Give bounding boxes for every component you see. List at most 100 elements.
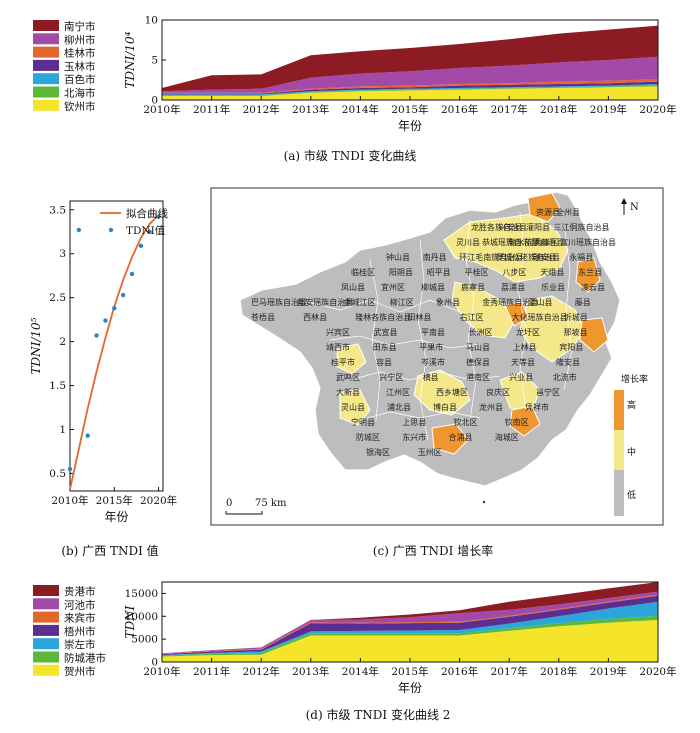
map-label-3: 兴安县 (499, 222, 523, 232)
map-label-89: 玉州区 (418, 448, 442, 457)
map-label-36: 金秀瑶族自治县 (482, 297, 538, 307)
map-label-18: 阳朔县 (389, 267, 413, 277)
b-fit-curve (69, 214, 160, 490)
b-point-6 (120, 292, 126, 298)
d-legend-label-1: 河池市 (64, 598, 96, 611)
map-label-74: 邕宁区 (536, 387, 560, 397)
d-ytick-label-3: 15000 (125, 588, 158, 600)
map-label-22: 天峨县 (540, 267, 564, 277)
map-label-30: 凌云县 (581, 282, 605, 292)
north-label: N (630, 202, 639, 213)
panel-d-caption: (d) 市级 TNDI 变化曲线 2 (306, 707, 451, 722)
map-label-62: 天等县 (511, 357, 535, 367)
map-label-42: 田林县 (407, 312, 431, 322)
d-xtick-label-5: 2015年 (391, 665, 428, 678)
map-label-51: 那坡县 (564, 327, 588, 337)
a-legend-swatch-6 (33, 99, 59, 111)
d-xtick-label-10: 2020年 (639, 665, 676, 678)
panel-b-chart: 0.5 1 1.5 2 2.5 3 3.5 2010年 2015年 2020年 拟合曲线 TDNI值年… (29, 200, 177, 524)
a-legend-label-6: 钦州市 (64, 100, 96, 113)
a-area-6 (162, 25, 658, 92)
map-label-48: 平南县 (421, 327, 445, 337)
panel-b: 0.5 1 1.5 2 2.5 3 3.5 2010年 2015年 2020年 拟合曲线 TDNI值年… (29, 200, 177, 558)
map-label-65: 兴宁区 (379, 372, 403, 382)
map-label-54: 平果市 (419, 342, 443, 352)
a-ytick-label-2: 10 (145, 15, 158, 27)
north-arrow: N (621, 198, 639, 215)
map-label-63: 隆安县 (556, 357, 580, 367)
a-legend-swatch-0 (33, 20, 59, 31)
map-label-0: 资源县 (536, 207, 560, 217)
map-label-68: 兴业县 (509, 372, 533, 382)
map-label-57: 宾阳县 (559, 342, 583, 352)
map-label-8: 融水苗族自治县 (508, 237, 564, 247)
a-xtick-label-10: 2020年 (639, 103, 676, 116)
map-label-32: 都安瑶族自治县 (297, 297, 353, 307)
map-label-4: 灌阳县 (526, 222, 550, 232)
map-label-64: 武鸣区 (336, 372, 360, 382)
d-legend-label-4: 崇左市 (64, 638, 96, 651)
d-legend-label-2: 来宾市 (64, 612, 96, 625)
map-label-39: 苍梧县 (251, 312, 275, 322)
b-ylabel: TDNI/10⁵ (29, 317, 43, 374)
map-label-6: 灵川县 (456, 238, 480, 247)
map-label-78: 龙州县 (479, 402, 503, 412)
region-high-qinzhou (431, 423, 469, 455)
map-label-14: 罗城仫佬族自治县 (496, 252, 560, 262)
map-label-67: 港南区 (466, 372, 490, 382)
d-xtick-label-7: 2017年 (491, 665, 528, 678)
map-label-38: 藤县 (575, 297, 591, 307)
region-mid-southwest (339, 389, 371, 426)
map-label-86: 合浦县 (449, 432, 473, 442)
a-xtick-label-0: 2010年 (143, 103, 180, 116)
map-label-11: 钟山县 (386, 252, 410, 262)
island-dot (482, 500, 486, 504)
map-label-19: 昭平县 (427, 268, 451, 277)
d-ytick-label-0: 0 (151, 657, 158, 669)
b-ytick-label-0: 0.5 (49, 468, 66, 480)
d-legend-label-5: 防城港市 (64, 652, 106, 665)
region-mid-west (335, 343, 367, 375)
b-plot-frame (69, 200, 164, 492)
b-point-4 (103, 318, 108, 323)
legend-mid-label: 中 (627, 446, 636, 458)
d-xlabel: 年份 (398, 681, 422, 695)
a-xtick-label-9: 2019年 (590, 103, 627, 116)
region-high-southeast (509, 405, 541, 437)
legend-low-swatch (614, 470, 624, 516)
b-xtick-label-2: 2020年 (140, 494, 177, 507)
map-label-76: 浦北县 (387, 402, 411, 412)
b-xlabel: 年份 (104, 510, 128, 524)
b-legend-point-swatch (108, 227, 114, 233)
map-label-7: 恭城瑶族自治县 (482, 237, 538, 247)
map-label-10: 富川瑶族自治县 (560, 237, 616, 247)
a-ytick-label-0: 0 (151, 95, 158, 107)
d-legend-label-3: 梧州市 (64, 625, 96, 638)
map-label-52: 靖西市 (326, 342, 350, 352)
b-ytick-label-2: 1.5 (49, 380, 66, 392)
a-legend-swatch-4 (33, 73, 59, 85)
map-label-60: 岑溪市 (421, 357, 445, 367)
map-label-20: 平桂区 (465, 267, 489, 277)
region-high-north (527, 192, 561, 223)
scale-label-75: 75 km (255, 498, 287, 509)
map-label-80: 宁明县 (351, 417, 375, 427)
b-point-8 (138, 243, 144, 249)
d-xtick-label-1: 2011年 (193, 665, 230, 678)
map-label-49: 长洲区 (469, 327, 493, 337)
map-label-71: 江州区 (386, 388, 410, 397)
a-area-4 (162, 79, 658, 94)
d-legend-swatch-6 (33, 664, 59, 676)
map-label-56: 上林县 (513, 342, 537, 352)
map-label-9: 秀峰区 (534, 237, 558, 247)
d-area-0 (162, 619, 658, 662)
a-area-5 (162, 56, 658, 93)
map-label-46: 兴宾区 (326, 327, 350, 337)
b-xtick-label-1: 2015年 (96, 494, 133, 507)
map-label-88: 银海区 (366, 447, 390, 457)
a-legend-label-1: 柳州市 (64, 33, 96, 46)
d-legend-swatch-0 (33, 585, 59, 596)
